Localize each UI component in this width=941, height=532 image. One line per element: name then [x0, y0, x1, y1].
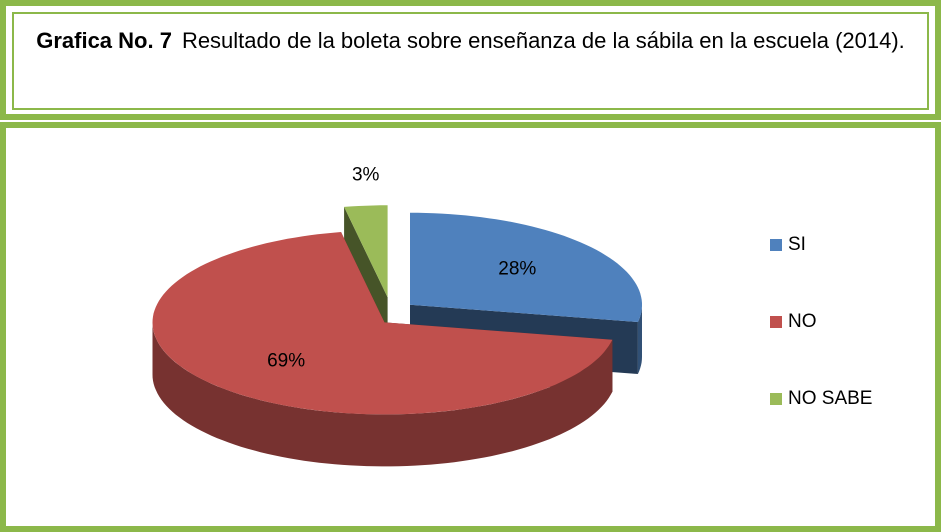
slice [344, 205, 388, 298]
slice [152, 232, 613, 415]
legend-swatch [770, 239, 782, 251]
title-text: Resultado de la boleta sobre enseñanza d… [181, 28, 905, 53]
data-label: 28% [498, 259, 536, 280]
legend-label: NO SABE [788, 388, 872, 409]
legend-swatch [770, 393, 782, 405]
legend-label: SI [788, 234, 806, 255]
slice-group [152, 232, 613, 467]
title: Grafica No. 7 Resultado de la boleta sobr… [12, 12, 929, 110]
slice [410, 212, 642, 322]
data-label: 3% [352, 165, 380, 186]
title-label: Grafica No. 7 [36, 28, 172, 53]
data-label: 69% [267, 350, 305, 371]
slice-wall [637, 304, 642, 374]
chart-box [0, 122, 941, 532]
slice-wall [152, 322, 613, 467]
legend-label: NO [788, 311, 817, 332]
title-box: Grafica No. 7 Resultado de la boleta sobr… [0, 0, 941, 120]
legend-swatch [770, 316, 782, 328]
